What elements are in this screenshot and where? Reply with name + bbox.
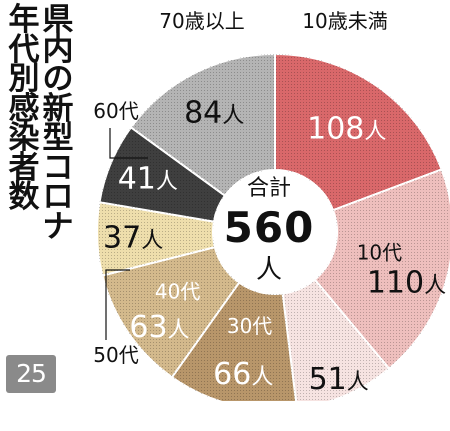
slice-name-label-thirties: 30代 [227,314,272,338]
slice-name-label-under10: 10歳未満 [302,9,387,33]
center-total-unit: 人 [256,255,282,285]
center-total: 合計 560 人 [224,176,315,285]
slice-name-label-forties: 40代 [155,280,200,304]
slice-name-label-fifties: 50代 [93,343,138,367]
date-badge: 25日 [6,355,56,393]
slice-name-label-over70: 70歳以上 [159,9,244,33]
center-total-label: 合計 [247,176,291,201]
center-total-value: 560 [224,203,315,252]
slice-name-label-teens: 10代 [357,241,402,265]
slice-name-label-sixties: 60代 [93,99,138,123]
donut-chart: 108人10代110人51人30代66人40代63人37人41人84人10歳未満… [0,0,450,401]
